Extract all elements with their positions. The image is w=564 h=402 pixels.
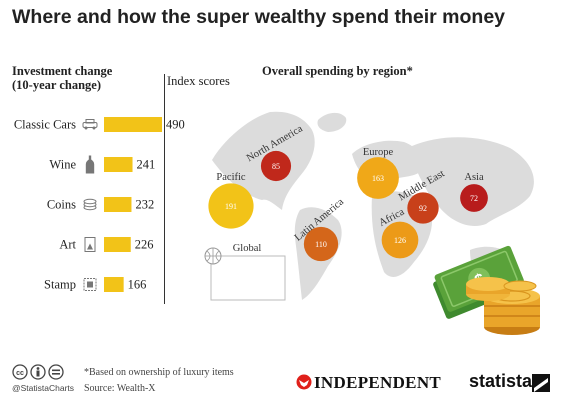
bar-category-label: Wine [49,158,76,172]
bar-row: Coins 232 [47,197,154,212]
bar [104,237,131,252]
bar [104,277,124,292]
bar-axis-line [164,74,165,304]
bar-value-label: 241 [137,158,156,172]
bubble-circle [208,183,254,229]
statista-logo: statista [469,371,533,391]
bar-value-label: 226 [135,238,154,252]
bubble-value-label: 126 [394,236,406,245]
bubble-value-label: 92 [419,204,427,213]
bubble-circle [381,221,419,259]
attribution-icon [30,364,46,380]
coins-icon [83,198,97,211]
bubble-circle [407,192,439,224]
region-bubble: 191 Pacific [208,172,254,229]
bubble-value-label: 72 [470,194,478,203]
bar-category-label: Stamp [44,278,76,292]
region-bubble: 72 Asia [460,172,488,212]
publisher-logo: INDEPENDENT [314,373,442,392]
bar-value-label: 232 [135,198,154,212]
money-stack-illustration: $ [433,245,540,335]
index-scores-label: Index scores [167,74,230,88]
bubble-value-label: 191 [225,202,237,211]
bar-category-label: Coins [47,198,76,212]
chart-title: Where and how the super wealthy spend th… [12,6,506,28]
bar-chart-title: Investment change (10-year change) [12,64,112,92]
region-label: Global [233,243,262,254]
bar-value-label: 166 [128,278,147,292]
bar-value-label: 490 [166,118,185,132]
bar [104,117,162,132]
wine-bottle-icon [85,155,95,174]
art-frame-icon [84,237,96,252]
region-bubble: 163 Europe [357,147,399,199]
global-box [204,247,286,301]
bar-row: Wine 241 [49,155,156,174]
source-note: Source: Wealth-X [84,383,156,394]
statista-logo-icon [532,374,550,392]
independent-eagle-icon [296,374,312,390]
bubble-value-label: 85 [272,162,280,171]
bar-category-label: Art [59,238,76,252]
bar-row: Stamp 166 [44,277,146,292]
svg-text:cc: cc [16,370,24,377]
bar-category-label: Classic Cars [14,118,76,132]
bubble-circle [357,157,399,199]
bubble-circle [303,226,339,262]
bubble-circle [260,150,292,182]
region-label: Asia [464,172,484,183]
region-label: Pacific [216,172,245,183]
bubble-circle [460,184,488,212]
bar-chart-title-line1: Investment change [12,64,113,78]
map-title: Overall spending by region* [262,64,413,78]
footnote: *Based on ownership of luxury items [84,367,234,378]
car-icon [82,119,98,130]
bar [104,157,133,172]
bar-row: Classic Cars 490 [14,117,185,132]
bars-group: Classic Cars 490 Wine 241 Coins 232 Art 226 Stam… [14,117,185,292]
stamp-icon [83,278,97,291]
bubble-value-label: 110 [315,240,327,249]
cc-icon: cc [12,364,28,380]
bar-row: Art 226 [59,237,154,252]
bar-chart-title-line2: (10-year change) [12,78,101,92]
license-icons: cc [12,364,64,380]
no-derivatives-icon [48,364,64,380]
region-label: Europe [363,147,394,158]
statista-handle: @StatistaCharts [12,383,75,393]
bar [104,197,132,212]
bubble-value-label: 163 [372,174,384,183]
